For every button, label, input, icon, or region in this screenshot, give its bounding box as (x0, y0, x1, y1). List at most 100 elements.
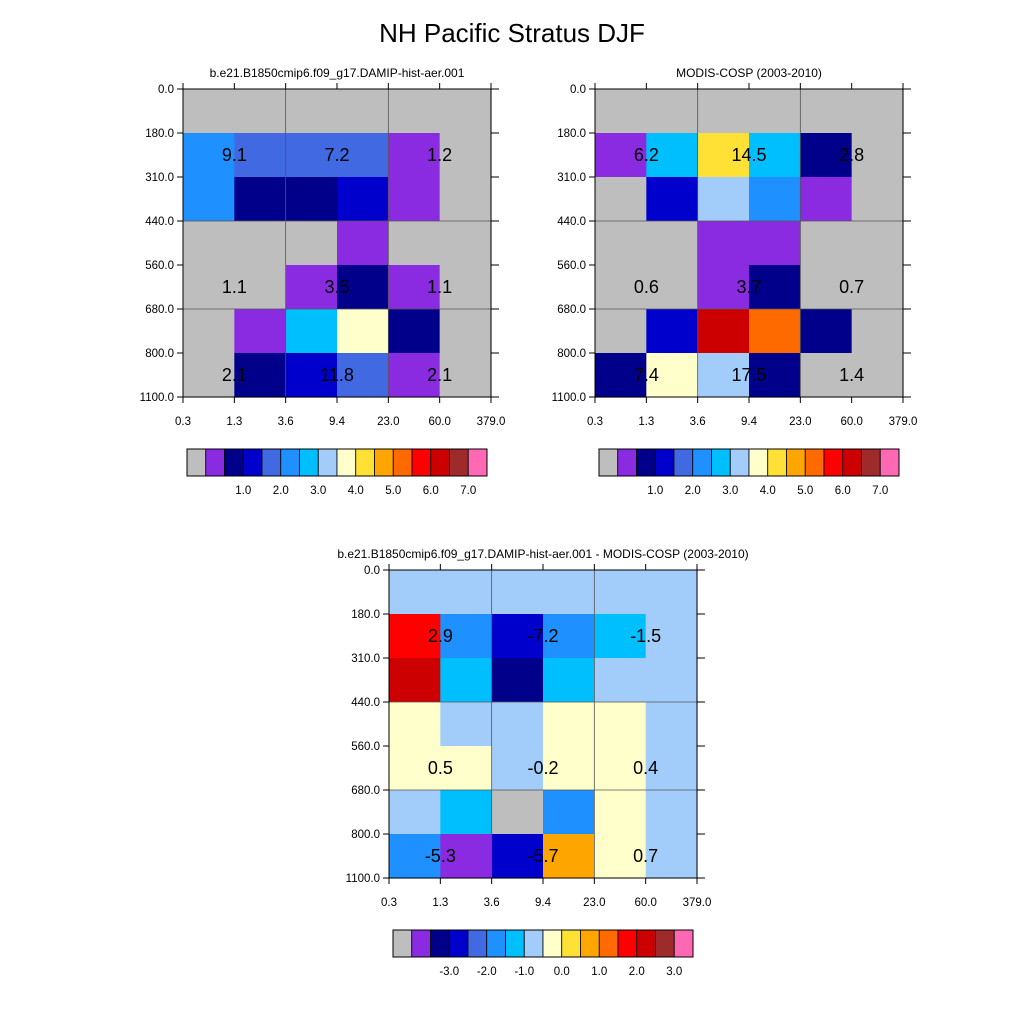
heatmap-cell (439, 221, 492, 266)
heatmap-cell (749, 353, 801, 398)
heatmap-cell (183, 133, 235, 178)
colorbar-swatch (336, 448, 357, 477)
heatmap-cell (851, 353, 904, 398)
heatmap-cell (543, 702, 595, 747)
heatmap-cell (595, 133, 647, 178)
heatmap-cell (183, 353, 235, 398)
colorbar-swatch (636, 929, 656, 958)
heatmap-cell (439, 177, 492, 222)
colorbar-swatch (711, 448, 731, 477)
heatmap-cell (337, 133, 389, 178)
colorbar-swatch (242, 448, 263, 477)
heatmap-cell (645, 658, 698, 703)
colorbar-label: 4.0 (348, 485, 364, 497)
heatmap-cell (800, 89, 853, 134)
colorbar-label: 5.0 (385, 485, 401, 497)
heatmap-cell (439, 265, 492, 310)
heatmap-cell (646, 133, 699, 178)
heatmap-cell (697, 353, 750, 398)
colorbar-swatch (299, 448, 319, 477)
colorbar-label: 1.0 (235, 485, 251, 497)
heatmap-cell (800, 309, 853, 354)
cell-value-label: -7.2 (527, 626, 558, 646)
colorbar-swatch (261, 448, 282, 477)
heatmap-cell (749, 133, 801, 178)
colorbar-swatch (374, 448, 394, 477)
cell-value-label: 3.7 (736, 277, 761, 297)
heatmap-cell (491, 570, 544, 615)
colorbar-swatch (842, 448, 862, 477)
cell-value-label: 6.2 (634, 145, 659, 165)
heatmap-cell (388, 133, 441, 178)
heatmap-cell (285, 265, 338, 310)
heatmap-cell (388, 265, 441, 310)
colorbar-swatch (655, 929, 675, 958)
heatmap-cell (389, 702, 441, 747)
colorbar-swatch (654, 448, 675, 477)
colorbar-swatch (823, 448, 844, 477)
colorbar-swatch (673, 929, 694, 958)
heatmap-cell (645, 790, 698, 835)
x-tick-label: 1.3 (638, 416, 654, 428)
y-tick-label: 800.0 (351, 829, 380, 841)
heatmap-cell (645, 570, 698, 615)
heatmap-cell (234, 89, 287, 134)
colorbar-label: -1.0 (514, 966, 534, 978)
x-tick-label: 9.4 (329, 416, 346, 428)
cell-value-label: 1.2 (427, 145, 452, 165)
colorbar-swatch (692, 448, 712, 477)
heatmap-cell (697, 265, 750, 310)
heatmap-cell (388, 221, 441, 266)
x-tick-label: 3.6 (690, 416, 706, 428)
heatmap-cell (440, 746, 493, 791)
cell-value-label: 7.4 (634, 365, 659, 385)
y-tick-label: 440.0 (557, 216, 586, 228)
heatmap-cell (439, 89, 492, 134)
colorbar-label: 6.0 (423, 485, 439, 497)
y-tick-label: 1100.0 (346, 873, 380, 885)
cell-value-label: 0.5 (428, 758, 453, 778)
heatmap-cell (851, 133, 904, 178)
heatmap-cell (439, 309, 492, 354)
heatmap-cell (440, 702, 493, 747)
heatmap-cell (800, 133, 853, 178)
heatmap-cell (594, 702, 647, 747)
x-tick-label: 1.3 (432, 897, 448, 909)
colorbar-swatch (729, 448, 750, 477)
colorbar-label: 2.0 (629, 966, 645, 978)
heatmap-cell (594, 614, 647, 659)
colorbar-swatch (617, 448, 637, 477)
heatmap-cell (543, 834, 595, 879)
chart-panel-2: 0.0180.0310.0440.0560.0680.0800.01100.00… (552, 66, 918, 497)
x-tick-label: 9.4 (741, 416, 758, 428)
y-tick-label: 180.0 (557, 128, 586, 140)
panel-title: b.e21.B1850cmip6.f09_g17.DAMIP-hist-aer.… (210, 66, 465, 80)
y-tick-label: 680.0 (351, 785, 380, 797)
y-tick-label: 440.0 (351, 697, 380, 709)
heatmap-cell (389, 834, 441, 879)
y-tick-label: 0.0 (570, 84, 586, 96)
heatmap-cell (697, 133, 750, 178)
heatmap-cell (800, 177, 853, 222)
heatmap-cell (491, 790, 544, 835)
colorbar-swatch (804, 448, 825, 477)
y-tick-label: 560.0 (557, 260, 586, 272)
colorbar-label: 2.0 (685, 485, 701, 497)
chart-panel-3: 0.0180.0310.0440.0560.0680.0800.01100.00… (337, 547, 748, 978)
colorbar-label: 7.0 (872, 485, 888, 497)
colorbar-swatch (879, 448, 900, 477)
colorbar-swatch (467, 929, 488, 958)
colorbar-label: 5.0 (797, 485, 813, 497)
heatmap-cell (646, 309, 699, 354)
y-tick-label: 800.0 (557, 348, 586, 360)
colorbar-swatch (392, 929, 413, 958)
colorbar-label: 4.0 (760, 485, 776, 497)
figure-title: NH Pacific Stratus DJF (379, 18, 645, 48)
heatmap-cell (645, 746, 698, 791)
colorbar-swatch (861, 448, 881, 477)
heatmap-cell (697, 177, 750, 222)
colorbar-label: -3.0 (439, 966, 459, 978)
colorbar-swatch (748, 448, 769, 477)
heatmap-cell (491, 658, 544, 703)
